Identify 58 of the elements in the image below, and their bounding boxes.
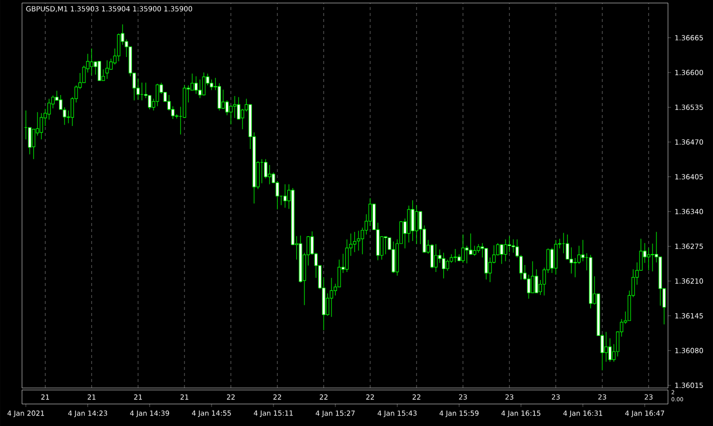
candlestick	[190, 73, 194, 90]
candlestick	[240, 108, 244, 130]
candlestick	[356, 230, 360, 251]
candlestick	[570, 247, 573, 274]
candlestick	[222, 89, 225, 110]
candlestick	[500, 244, 504, 264]
candlestick	[156, 83, 160, 106]
candlestick	[504, 239, 508, 262]
candlestick	[218, 82, 221, 111]
candlestick	[330, 278, 334, 318]
candlestick	[98, 60, 102, 81]
candlestick	[283, 184, 287, 208]
candlestick	[581, 240, 585, 262]
candlestick	[202, 72, 206, 96]
candlestick	[264, 158, 268, 179]
candlestick	[353, 232, 356, 252]
candlestick	[140, 82, 144, 101]
candlestick	[454, 248, 457, 263]
candlestick	[233, 96, 236, 118]
candlestick	[105, 60, 109, 80]
candlestick	[442, 252, 446, 279]
candlestick	[472, 245, 476, 256]
candlestick	[434, 244, 438, 272]
candlestick	[530, 260, 534, 294]
candlestick	[577, 245, 581, 264]
candlestick	[461, 234, 465, 264]
candlestick	[550, 248, 554, 274]
candlestick	[198, 79, 202, 98]
candlestick	[368, 198, 372, 226]
candlestick	[40, 112, 44, 140]
candlestick	[148, 94, 152, 110]
candlestick	[28, 127, 32, 155]
candlestick	[566, 234, 570, 260]
candlestick	[210, 79, 214, 90]
candlestick	[47, 98, 51, 120]
candlestick	[608, 338, 612, 362]
candlestick	[392, 241, 396, 274]
candlestick	[527, 274, 530, 299]
candlestick	[534, 268, 538, 294]
candlestick	[647, 248, 650, 271]
candlestick	[465, 245, 469, 264]
candlestick	[384, 236, 388, 255]
candlestick	[90, 48, 94, 76]
candlestick	[117, 33, 120, 62]
candlestick	[604, 332, 608, 362]
candlestick	[508, 236, 512, 252]
candlestick	[229, 105, 233, 125]
candlestick	[414, 204, 418, 244]
candlestick	[268, 164, 272, 185]
candlestick	[194, 76, 198, 94]
candlestick	[469, 233, 472, 256]
candlestick	[225, 100, 229, 116]
candlestick	[411, 200, 414, 242]
candlestick	[109, 58, 113, 70]
candlestick	[512, 239, 515, 254]
candlestick	[446, 259, 450, 272]
candlestick	[345, 239, 349, 272]
candlestick	[430, 244, 434, 269]
